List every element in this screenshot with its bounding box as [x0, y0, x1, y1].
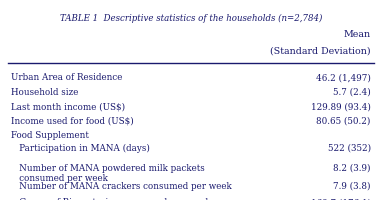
Text: 522 (352): 522 (352): [328, 143, 371, 152]
Text: Last month income (US$): Last month income (US$): [11, 102, 125, 111]
Text: Mean: Mean: [343, 30, 371, 39]
Text: Urban Area of Residence: Urban Area of Residence: [11, 73, 123, 82]
Text: 169.7 (176.1): 169.7 (176.1): [311, 197, 371, 200]
Text: Household size: Household size: [11, 87, 79, 96]
Text: 7.9 (3.8): 7.9 (3.8): [333, 181, 371, 190]
Text: TABLE 1  Descriptive statistics of the households (n=2,784): TABLE 1 Descriptive statistics of the ho…: [60, 14, 322, 23]
Text: Number of MANA crackers consumed per week: Number of MANA crackers consumed per wee…: [11, 181, 232, 190]
Text: 8.2 (3.9): 8.2 (3.9): [333, 163, 371, 172]
Text: (Standard Deviation): (Standard Deviation): [270, 46, 371, 55]
Text: Income used for food (US$): Income used for food (US$): [11, 116, 134, 125]
Text: Participation in MANA (days): Participation in MANA (days): [11, 143, 150, 152]
Text: 5.7 (2.4): 5.7 (2.4): [333, 87, 371, 96]
Text: 80.65 (50.2): 80.65 (50.2): [316, 116, 371, 125]
Text: 46.2 (1,497): 46.2 (1,497): [316, 73, 371, 82]
Text: 129.89 (93.4): 129.89 (93.4): [311, 102, 371, 111]
Text: Food Supplement: Food Supplement: [11, 131, 89, 140]
Text: Number of MANA powdered milk packets
   consumed per week: Number of MANA powdered milk packets con…: [11, 163, 205, 182]
Text: Grams of Bienestarina consumed per week: Grams of Bienestarina consumed per week: [11, 197, 211, 200]
